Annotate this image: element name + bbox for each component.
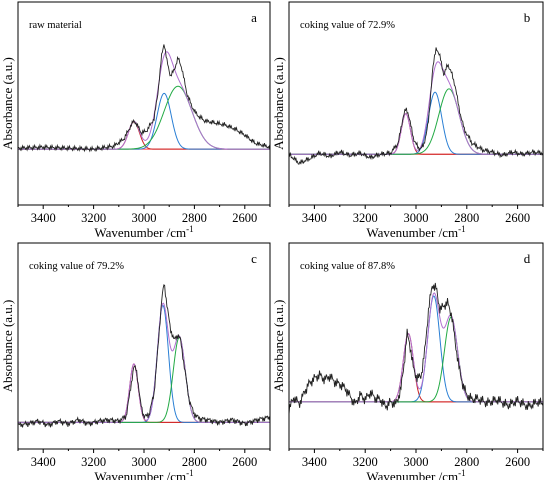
plot-frame-a [17,1,271,206]
plot-area-d [289,282,543,415]
annotation-a: raw material [29,20,82,31]
annotation-d: coking value of 87.8% [300,261,395,272]
fit-envelope-a [18,51,270,150]
fit-peak-3040-b [289,113,543,155]
panel-c: 3400 3200 3000 2800 2600 Wavenumber /cm-1 Abso… [0,242,271,480]
fit-peak-2930-d [289,295,543,403]
x-tick-label-3400-c: 3400 [31,455,56,469]
x-tick-label-3000-a: 3000 [132,211,157,225]
x-tick-label-2600-c: 2600 [232,455,257,469]
x-axis-title-sup-c: -1 [186,468,194,478]
x-tick-label-2600-d: 2600 [505,455,530,469]
plot-area-b [289,47,543,165]
fit-peak-2925-c [18,305,270,423]
x-tick-label-3000-b: 3000 [404,211,429,225]
x-tick-label-2800-d: 2800 [454,455,479,469]
x-tick-label-3200-b: 3200 [353,211,378,225]
plot-area-c [18,284,270,428]
x-tick-label-2800-a: 2800 [182,211,207,225]
fit-peak-2920-a [18,92,270,150]
y-axis-title-d: Absorbance (a.u.) [271,300,286,393]
panel-letter-c: c [251,251,257,266]
x-axis-title-a: Wavenumber /cm-1 [94,224,193,240]
fit-envelope-b [289,61,543,155]
x-tick-label-2800-c: 2800 [182,455,207,469]
x-tick-label-2800-b: 2800 [454,211,479,225]
panel-letter-a: a [251,10,257,25]
x-tick-label-3000-c: 3000 [132,455,157,469]
x-tick-label-3400-a: 3400 [31,211,56,225]
fit-envelope-c [18,302,270,423]
raw-spectrum-b [289,47,543,165]
x-axis-title-c: Wavenumber /cm-1 [94,468,193,480]
fit-peak-3030-d [289,333,543,403]
x-tick-label-2600-a: 2600 [232,211,257,225]
fit-peak-2860-c [18,336,270,423]
panel-a: 3400 3200 3000 2800 2600 Wavenumber /cm-1 Abso… [0,1,271,240]
x-tick-label-3400-b: 3400 [302,211,327,225]
panel-d: 3400 3200 3000 2800 2600 Wavenumber /cm-1 Abso… [271,242,544,480]
y-axis-title-c: Absorbance (a.u.) [0,300,15,393]
plot-frame-d [288,242,544,450]
x-axis-title-b: Wavenumber /cm-1 [366,224,465,240]
x-tick-label-3200-c: 3200 [81,455,106,469]
plot-frame-b [288,1,544,206]
panel-letter-b: b [524,10,531,25]
fit-peak-3040-c [18,363,270,423]
x-axis-title-sup-a: -1 [186,224,194,234]
fit-peak-3040-a [18,121,270,150]
x-tick-label-2600-b: 2600 [505,211,530,225]
x-tick-label-3000-d: 3000 [404,455,429,469]
x-tick-label-3200-a: 3200 [81,211,106,225]
fit-envelope-d [289,292,543,403]
x-tick-label-3200-d: 3200 [353,455,378,469]
x-tick-label-3400-d: 3400 [302,455,327,469]
y-axis-title-b: Absorbance (a.u.) [271,57,286,150]
plot-area-a [18,44,270,153]
y-axis-title-a: Absorbance (a.u.) [0,57,15,150]
annotation-b: coking value of 72.9% [300,20,395,31]
panel-letter-d: d [524,251,531,266]
raw-spectrum-d [289,282,543,415]
raw-spectrum-c [18,284,270,428]
raw-spectrum-a [18,44,270,153]
fit-peak-2862-d [289,316,543,403]
annotation-c: coking value of 79.2% [29,261,124,272]
x-axis-title-sup-d: -1 [458,468,466,478]
panel-b: 3400 3200 3000 2800 2600 Wavenumber /cm-1 Abso… [271,1,544,240]
x-axis-title-d: Wavenumber /cm-1 [366,468,465,480]
x-axis-title-sup-b: -1 [458,224,466,234]
